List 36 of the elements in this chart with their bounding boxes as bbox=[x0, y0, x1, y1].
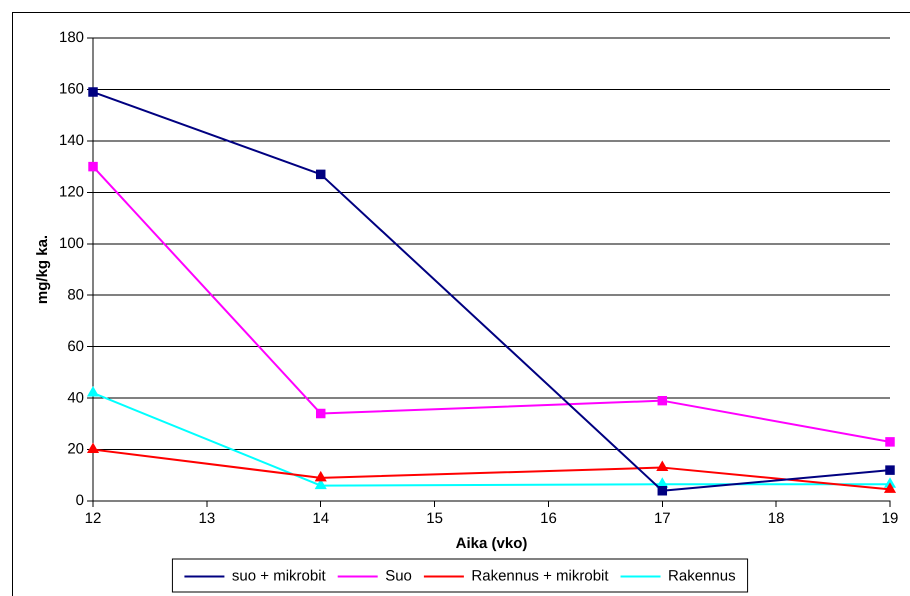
point bbox=[88, 162, 98, 172]
legend-label: Rakennus + mikrobit bbox=[471, 568, 610, 585]
point bbox=[315, 471, 326, 482]
point bbox=[884, 482, 896, 493]
x-tick-label: 13 bbox=[198, 510, 216, 528]
y-tick-label: 140 bbox=[58, 132, 84, 150]
x-tick-label: 19 bbox=[882, 510, 898, 528]
y-tick-label: 60 bbox=[67, 338, 84, 355]
x-axis-title: Aika (vko) bbox=[456, 535, 528, 552]
y-tick-label: 180 bbox=[58, 29, 84, 46]
point bbox=[87, 443, 99, 454]
x-tick-label: 14 bbox=[312, 510, 330, 528]
y-tick-label: 20 bbox=[67, 440, 84, 458]
x-tick-label: 12 bbox=[84, 510, 102, 528]
point bbox=[885, 437, 895, 447]
y-tick-label: 160 bbox=[58, 80, 84, 98]
point bbox=[656, 461, 668, 472]
point bbox=[885, 465, 895, 475]
legend-label: Suo bbox=[385, 568, 412, 585]
point bbox=[316, 170, 326, 180]
y-tick-label: 0 bbox=[76, 492, 84, 510]
point bbox=[316, 408, 326, 418]
legend-label: Rakennus bbox=[668, 568, 736, 585]
y-axis-title: mg/kg ka. bbox=[34, 234, 52, 304]
y-tick-label: 100 bbox=[58, 234, 84, 252]
point bbox=[87, 386, 99, 396]
y-tick-label: 40 bbox=[67, 389, 84, 406]
x-tick-label: 16 bbox=[540, 510, 557, 528]
legend-label: suo + mikrobit bbox=[232, 568, 327, 585]
point bbox=[658, 396, 668, 406]
y-tick-label: 80 bbox=[67, 286, 84, 304]
point bbox=[658, 486, 668, 496]
x-tick-label: 17 bbox=[654, 510, 671, 528]
x-tick-label: 18 bbox=[768, 510, 784, 528]
x-tick-label: 15 bbox=[426, 510, 443, 528]
y-tick-label: 120 bbox=[58, 183, 84, 200]
